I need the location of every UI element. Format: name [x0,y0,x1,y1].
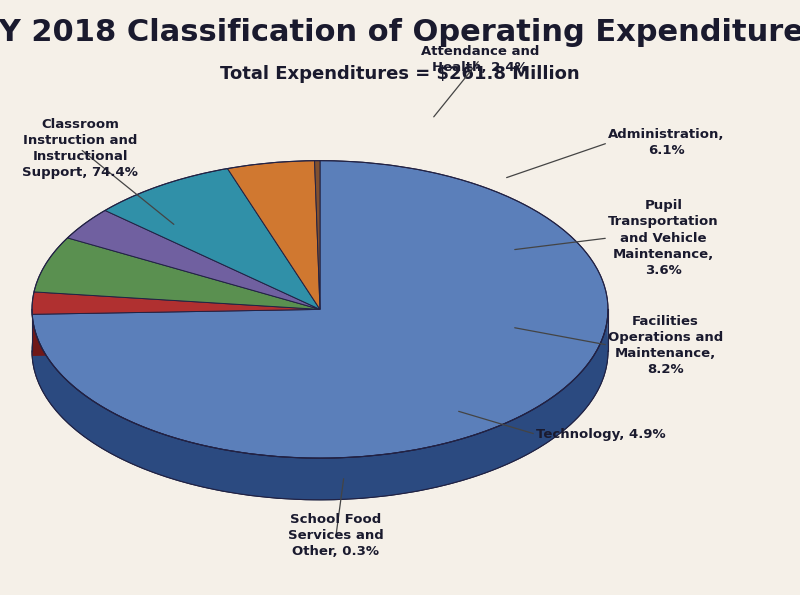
Text: Classroom
Instruction and
Instructional
Support, 74.4%: Classroom Instruction and Instructional … [22,118,138,179]
Text: Facilities
Operations and
Maintenance,
8.2%: Facilities Operations and Maintenance, 8… [608,315,723,375]
Text: Total Expenditures = $261.8 Million: Total Expenditures = $261.8 Million [220,65,580,83]
Polygon shape [105,168,320,309]
Text: Technology, 4.9%: Technology, 4.9% [536,428,666,441]
Text: School Food
Services and
Other, 0.3%: School Food Services and Other, 0.3% [288,513,384,558]
Polygon shape [314,161,320,309]
Polygon shape [32,161,608,458]
Polygon shape [32,309,320,356]
Polygon shape [32,309,320,356]
Text: Administration,
6.1%: Administration, 6.1% [608,129,725,157]
Polygon shape [34,238,320,309]
Polygon shape [32,314,608,500]
Text: Attendance and
Health, 2.4%: Attendance and Health, 2.4% [421,45,539,74]
Polygon shape [32,292,320,314]
Ellipse shape [32,202,608,500]
Polygon shape [227,161,320,309]
Text: FY 2018 Classification of Operating Expenditures: FY 2018 Classification of Operating Expe… [0,18,800,47]
Text: Pupil
Transportation
and Vehicle
Maintenance,
3.6%: Pupil Transportation and Vehicle Mainten… [608,199,718,277]
Polygon shape [67,211,320,309]
